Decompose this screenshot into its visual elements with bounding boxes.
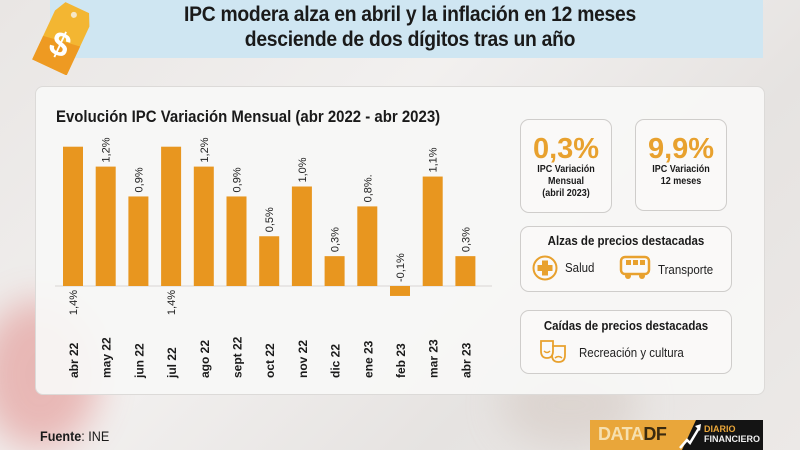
x-tick-label: nov 22 <box>296 340 310 378</box>
kpi-label: IPC Variación <box>652 164 710 175</box>
chart-title: Evolución IPC Variación Mensual (abr 202… <box>56 107 441 126</box>
kpi-value: 0,3% <box>532 133 600 165</box>
alzas-box: Alzas de precios destacadas Salud Transp… <box>520 226 732 292</box>
bar-dic-22 <box>324 256 345 286</box>
bar-abr-23 <box>455 256 476 286</box>
page-title: IPC modera alza en abril y la inflación … <box>88 2 732 52</box>
x-tick-label: oct 22 <box>263 343 277 378</box>
x-tick-label: ago 22 <box>198 340 212 378</box>
logo-line-2: FINANCIERO <box>704 434 760 444</box>
logo-data-block: DATADF <box>590 420 700 450</box>
bar-value-label: 0,8%. <box>362 174 374 202</box>
logo-diario-block: DIARIO FINANCIERO <box>682 420 763 450</box>
theater-masks-icon <box>540 340 566 363</box>
bar-value-label: 0,9% <box>232 167 244 192</box>
bar-value-label: 0,5% <box>264 207 276 232</box>
x-tick-label: sept 22 <box>231 336 245 378</box>
source-value: : INE <box>81 428 110 444</box>
x-tick-label: dic 22 <box>329 344 343 378</box>
bar-value-label: -0,1% <box>395 253 407 282</box>
bar-ene-23 <box>357 206 378 286</box>
alzas-item-label: Salud <box>565 261 595 275</box>
x-tick-label: ene 23 <box>361 340 375 378</box>
x-tick-label: mar 23 <box>427 339 441 378</box>
kpi-label: 12 meses <box>660 176 702 187</box>
price-tag-dollar-icon: $ <box>32 2 90 75</box>
bar-may-22 <box>95 166 116 286</box>
health-cross-icon <box>532 255 558 281</box>
bar-value-label: 1,4% <box>68 290 80 315</box>
title-line-2: desciende de dos dígitos tras un año <box>244 28 576 51</box>
bar-abr-22 <box>63 146 83 286</box>
bus-icon <box>619 255 651 279</box>
bar-value-label: 0,3% <box>460 227 472 252</box>
bar-value-label: 1,1% <box>428 147 440 172</box>
kpi-value: 9,9% <box>647 133 715 165</box>
kpi-label: Mensual <box>547 176 584 187</box>
x-tick-label: jun 22 <box>132 343 146 379</box>
bar-value-label: 1,2% <box>101 137 113 162</box>
kpi-label: IPC Variación <box>537 164 595 175</box>
x-tick-label: may 22 <box>100 337 114 378</box>
bar-ago-22 <box>193 166 214 286</box>
caidas-item-label: Recreación y cultura <box>579 346 684 360</box>
bar-value-label: 0,9% <box>133 167 145 192</box>
x-tick-label: abr 22 <box>67 342 81 378</box>
alzas-item-label: Transporte <box>658 263 714 277</box>
logo-df-text: DF <box>643 424 667 444</box>
bar-feb-23 <box>390 286 410 296</box>
bar-oct-22 <box>259 236 280 286</box>
kpi-card-monthly: 0,3% IPC Variación Mensual (abril 2023) <box>520 119 612 213</box>
bar-jun-22 <box>128 196 149 286</box>
bar-jul-22 <box>161 146 182 286</box>
source-note: Fuente: INE <box>40 428 109 444</box>
kpi-label: (abril 2023) <box>542 188 590 199</box>
kpi-card-annual: 9,9% IPC Variación 12 meses <box>635 119 727 211</box>
x-tick-label: jul 22 <box>165 347 179 379</box>
logo-data-text: DATA <box>598 424 644 444</box>
bar-value-label: 1,0% <box>297 157 309 182</box>
x-tick-label: abr 23 <box>459 342 473 378</box>
source-label: Fuente <box>40 428 82 444</box>
alzas-title: Alzas de precios destacadas <box>547 234 705 248</box>
bar-value-label: 0,3% <box>330 227 342 252</box>
growth-arrow-icon <box>679 424 701 449</box>
x-tick-label: feb 23 <box>394 343 408 378</box>
datadf-logo: DATADF DIARIO FINANCIERO <box>590 420 763 450</box>
caidas-title: Caídas de precios destacadas <box>543 319 709 333</box>
bar-value-label: 1,2% <box>199 137 211 162</box>
bar-mar-23 <box>422 176 443 286</box>
caidas-box: Caídas de precios destacadas Recreación … <box>520 310 732 374</box>
logo-line-1: DIARIO <box>704 424 736 434</box>
bar-sept-22 <box>226 196 247 286</box>
bar-value-label: 1,4% <box>166 290 178 315</box>
header-band <box>50 0 763 58</box>
title-line-1: IPC modera alza en abril y la inflación … <box>184 3 636 26</box>
bar-nov-22 <box>291 186 312 286</box>
